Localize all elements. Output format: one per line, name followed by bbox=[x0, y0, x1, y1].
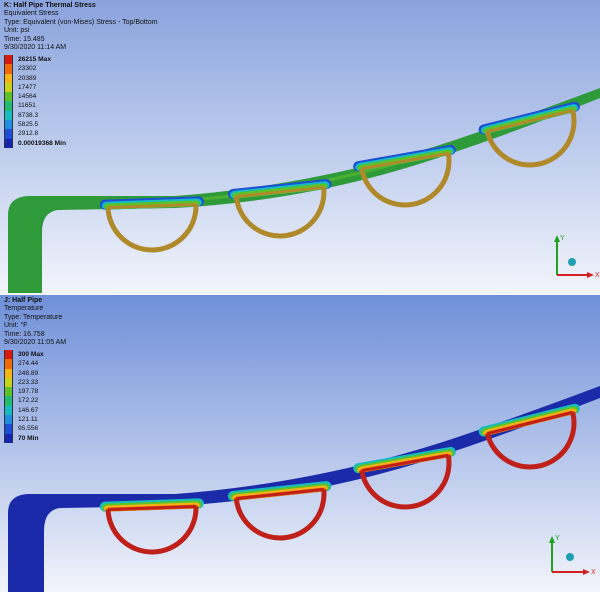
stress-pipe-arc bbox=[359, 152, 452, 208]
stress-half-pipe bbox=[353, 144, 456, 208]
stress-model-view[interactable]: Y X bbox=[0, 0, 600, 295]
stress-legend-label: 20389 bbox=[18, 74, 37, 82]
temperature-legend-swatch bbox=[4, 377, 13, 388]
temperature-model-view[interactable]: Y X bbox=[0, 295, 600, 592]
stress-legend-label: 5825.5 bbox=[18, 121, 39, 129]
axis-triad-bottom: Y X bbox=[549, 535, 596, 576]
stress-legend-swatch bbox=[4, 82, 13, 93]
stress-legend-label: 0.00019368 Min bbox=[18, 139, 67, 147]
axis-triad: Y X bbox=[554, 235, 600, 279]
stress-legend-swatch bbox=[4, 92, 13, 102]
stress-type: Type: Equivalent (von-Mises) Stress - To… bbox=[4, 18, 158, 26]
stress-pipe-chord bbox=[361, 151, 449, 171]
temperature-legend-swatch bbox=[4, 433, 13, 443]
temperature-pipe-arc bbox=[359, 454, 452, 510]
temperature-info-block: J: Half Pipe Temperature Type: Temperatu… bbox=[4, 297, 66, 347]
temperature-legend-swatch bbox=[4, 415, 13, 425]
temperature-result-name: Temperature bbox=[4, 305, 44, 313]
stress-unit: Unit: psi bbox=[4, 27, 30, 35]
temperature-legend-label: 197.78 bbox=[18, 388, 39, 396]
temperature-legend-label: 172.22 bbox=[18, 397, 39, 405]
temperature-legend-label: 248.89 bbox=[18, 369, 39, 377]
stress-pipe-arc bbox=[233, 187, 327, 239]
stress-pipe-chord bbox=[236, 185, 324, 199]
temperature-title: J: Half Pipe bbox=[4, 297, 43, 304]
temperature-legend-swatch bbox=[4, 387, 13, 397]
stress-legend-swatch bbox=[4, 64, 13, 74]
stress-half-pipe bbox=[478, 101, 580, 168]
stress-title: K: Half Pipe Thermal Stress bbox=[4, 2, 96, 9]
temperature-pipe-chord bbox=[236, 487, 324, 501]
temperature-pipe-chord bbox=[486, 410, 574, 436]
axis-y-label: Y bbox=[560, 235, 565, 242]
stress-legend-swatch bbox=[4, 101, 13, 111]
temperature-pipe-chord bbox=[361, 453, 449, 473]
stress-legend-label: 11651 bbox=[18, 102, 36, 110]
stress-time: Time: 15.485 bbox=[4, 35, 45, 43]
axis-x-label: X bbox=[595, 272, 600, 279]
stress-legend-label: 17477 bbox=[18, 83, 37, 91]
temperature-legend-label: 274.44 bbox=[18, 360, 39, 368]
temperature-pipe-arc bbox=[105, 506, 199, 555]
temperature-half-pipe bbox=[478, 403, 580, 470]
axis-y-label-bottom: Y bbox=[555, 535, 560, 542]
temperature-legend-swatch bbox=[4, 396, 13, 406]
temperature-legend-label: 95.556 bbox=[18, 425, 39, 433]
stress-legend-label: 8738.3 bbox=[18, 111, 39, 119]
temperature-legend-label: 146.67 bbox=[18, 406, 39, 414]
stress-legend-swatch bbox=[4, 129, 13, 139]
temperature-pipe-arc bbox=[484, 411, 577, 470]
stress-date: 9/30/2020 11:14 AM bbox=[4, 44, 67, 52]
temperature-legend-label: 300 Max bbox=[18, 351, 44, 358]
temperature-legend-swatch bbox=[4, 350, 13, 360]
stress-half-pipe bbox=[227, 179, 332, 239]
temperature-result-panel[interactable]: Y X J: Half Pipe Temperature Type: Tempe… bbox=[0, 295, 600, 592]
stress-pipe-chord bbox=[486, 108, 574, 134]
temperature-type: Type: Temperature bbox=[4, 313, 63, 321]
temperature-pipe-arc bbox=[233, 489, 327, 541]
temperature-legend-label: 121.11 bbox=[18, 416, 38, 424]
stress-info-block: K: Half Pipe Thermal Stress Equivalent S… bbox=[4, 2, 158, 52]
stress-legend-swatch bbox=[4, 55, 13, 65]
temperature-legend-swatch bbox=[4, 405, 13, 416]
temperature-half-pipe bbox=[99, 498, 204, 555]
stress-half-pipe bbox=[99, 196, 204, 253]
temperature-half-pipe bbox=[353, 446, 456, 510]
axis-x-label-bottom: X bbox=[591, 569, 596, 576]
stress-result-name: Equivalent Stress bbox=[4, 10, 59, 18]
stress-legend-label: 23302 bbox=[18, 65, 37, 73]
stress-legend-swatch bbox=[4, 138, 13, 148]
stress-result-panel[interactable]: Y X K: Half Pipe Thermal Stress Equivale… bbox=[0, 0, 600, 295]
temperature-legend-swatch bbox=[4, 368, 13, 378]
temperature-half-pipe bbox=[227, 481, 332, 541]
stress-legend-label: 26215 Max bbox=[18, 56, 51, 63]
stress-pipe-arc bbox=[105, 204, 199, 253]
temperature-legend-swatch bbox=[4, 424, 13, 434]
stress-legend-swatch bbox=[4, 73, 13, 83]
stress-legend-label: 2912.8 bbox=[18, 130, 39, 138]
stress-legend-swatch bbox=[4, 110, 13, 121]
stress-legend-label: 14564 bbox=[18, 93, 37, 101]
temperature-time: Time: 16.758 bbox=[4, 330, 45, 338]
temperature-legend-label: 70 Min bbox=[18, 434, 39, 442]
stress-legend-swatch bbox=[4, 120, 13, 130]
temperature-unit: Unit: °F bbox=[4, 322, 28, 330]
temperature-legend-label: 223.33 bbox=[18, 378, 39, 386]
stress-pipe-arc bbox=[484, 109, 577, 168]
temperature-pipe-chord bbox=[107, 504, 197, 512]
temperature-legend-swatch bbox=[4, 359, 13, 369]
temperature-date: 9/30/2020 11:05 AM bbox=[4, 339, 67, 347]
stress-pipe-chord bbox=[107, 202, 197, 210]
